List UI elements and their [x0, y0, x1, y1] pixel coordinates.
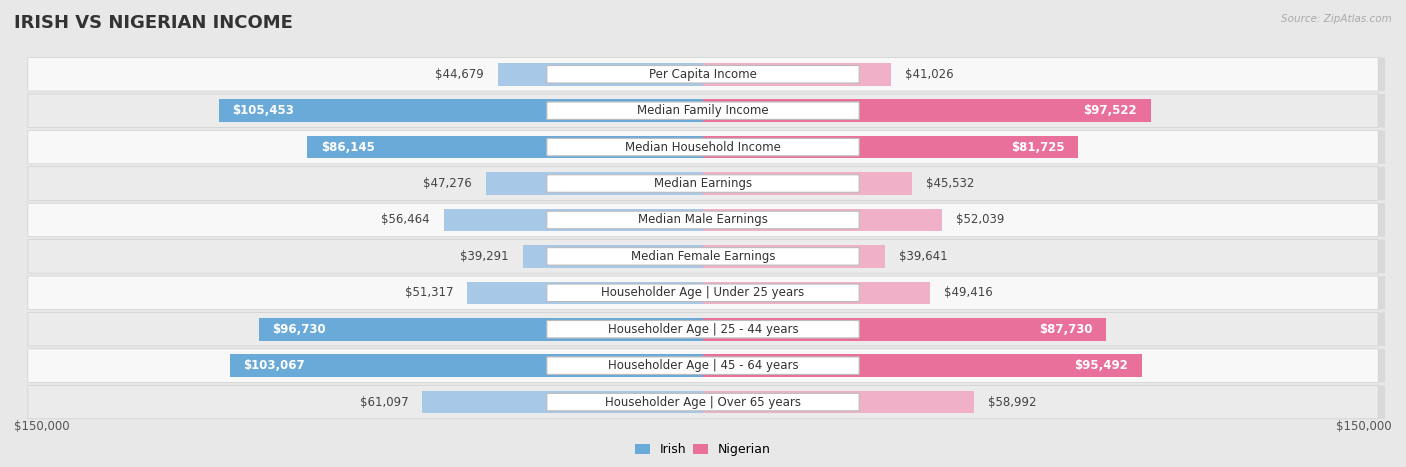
Bar [703, 209, 942, 231]
Text: $44,679: $44,679 [436, 68, 484, 81]
FancyBboxPatch shape [547, 65, 859, 83]
FancyBboxPatch shape [28, 130, 1378, 164]
Bar [703, 172, 912, 195]
FancyBboxPatch shape [547, 284, 859, 302]
FancyBboxPatch shape [35, 312, 1385, 346]
Text: $86,145: $86,145 [321, 141, 375, 154]
Text: $56,464: $56,464 [381, 213, 430, 226]
FancyBboxPatch shape [35, 94, 1385, 127]
Bar [422, 391, 703, 413]
Text: Per Capita Income: Per Capita Income [650, 68, 756, 81]
FancyBboxPatch shape [28, 94, 1378, 127]
FancyBboxPatch shape [35, 57, 1385, 91]
FancyBboxPatch shape [35, 276, 1385, 310]
Text: $51,317: $51,317 [405, 286, 454, 299]
FancyBboxPatch shape [35, 349, 1385, 382]
Bar [703, 99, 1152, 122]
FancyBboxPatch shape [547, 175, 859, 192]
Text: $58,992: $58,992 [988, 396, 1036, 409]
FancyBboxPatch shape [547, 102, 859, 120]
FancyBboxPatch shape [28, 276, 1378, 310]
Text: $87,730: $87,730 [1039, 323, 1092, 336]
Text: Source: ZipAtlas.com: Source: ZipAtlas.com [1281, 14, 1392, 24]
FancyBboxPatch shape [28, 167, 1378, 200]
FancyBboxPatch shape [547, 357, 859, 375]
Bar [703, 354, 1142, 377]
FancyBboxPatch shape [547, 248, 859, 265]
Text: $150,000: $150,000 [14, 420, 70, 433]
Legend: Irish, Nigerian: Irish, Nigerian [630, 439, 776, 461]
FancyBboxPatch shape [28, 312, 1378, 346]
FancyBboxPatch shape [35, 130, 1385, 164]
Text: $39,291: $39,291 [460, 250, 509, 263]
Bar [219, 99, 703, 122]
Text: $52,039: $52,039 [956, 213, 1004, 226]
Text: $103,067: $103,067 [243, 359, 305, 372]
Text: Median Male Earnings: Median Male Earnings [638, 213, 768, 226]
Bar [498, 63, 703, 85]
FancyBboxPatch shape [28, 203, 1378, 237]
Text: Householder Age | 45 - 64 years: Householder Age | 45 - 64 years [607, 359, 799, 372]
FancyBboxPatch shape [547, 393, 859, 411]
Bar [703, 63, 891, 85]
Bar [444, 209, 703, 231]
Bar [703, 136, 1078, 158]
Text: Median Earnings: Median Earnings [654, 177, 752, 190]
Text: $105,453: $105,453 [232, 104, 294, 117]
Text: Median Household Income: Median Household Income [626, 141, 780, 154]
Text: $47,276: $47,276 [423, 177, 472, 190]
Text: Householder Age | 25 - 44 years: Householder Age | 25 - 44 years [607, 323, 799, 336]
Text: $96,730: $96,730 [273, 323, 326, 336]
FancyBboxPatch shape [35, 240, 1385, 273]
Bar [703, 245, 884, 268]
Text: $81,725: $81,725 [1011, 141, 1064, 154]
FancyBboxPatch shape [28, 240, 1378, 273]
Text: $49,416: $49,416 [943, 286, 993, 299]
FancyBboxPatch shape [547, 138, 859, 156]
Text: Median Female Earnings: Median Female Earnings [631, 250, 775, 263]
Bar [308, 136, 703, 158]
Bar [259, 318, 703, 340]
FancyBboxPatch shape [28, 385, 1378, 419]
Text: $95,492: $95,492 [1074, 359, 1128, 372]
FancyBboxPatch shape [35, 167, 1385, 200]
FancyBboxPatch shape [28, 349, 1378, 382]
Text: Householder Age | Over 65 years: Householder Age | Over 65 years [605, 396, 801, 409]
FancyBboxPatch shape [547, 211, 859, 229]
FancyBboxPatch shape [35, 203, 1385, 237]
Text: $61,097: $61,097 [360, 396, 409, 409]
Bar [703, 318, 1107, 340]
Text: $41,026: $41,026 [905, 68, 953, 81]
FancyBboxPatch shape [28, 57, 1378, 91]
Text: $150,000: $150,000 [1336, 420, 1392, 433]
Bar [703, 282, 929, 304]
Text: $97,522: $97,522 [1084, 104, 1137, 117]
FancyBboxPatch shape [547, 320, 859, 338]
FancyBboxPatch shape [35, 385, 1385, 419]
Bar [523, 245, 703, 268]
Text: IRISH VS NIGERIAN INCOME: IRISH VS NIGERIAN INCOME [14, 14, 292, 32]
Bar [229, 354, 703, 377]
Text: $39,641: $39,641 [898, 250, 948, 263]
Text: Householder Age | Under 25 years: Householder Age | Under 25 years [602, 286, 804, 299]
Text: $45,532: $45,532 [927, 177, 974, 190]
Text: Median Family Income: Median Family Income [637, 104, 769, 117]
Bar [486, 172, 703, 195]
Bar [467, 282, 703, 304]
Bar [703, 391, 974, 413]
